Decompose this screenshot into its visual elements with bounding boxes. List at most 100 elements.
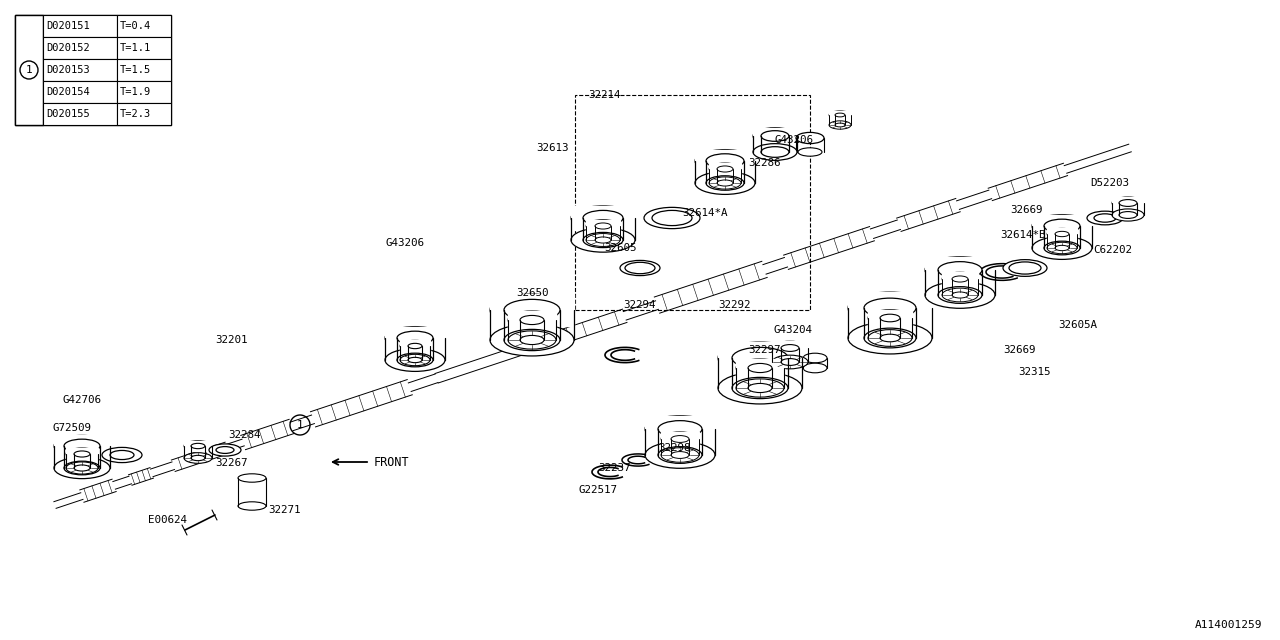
Ellipse shape: [753, 143, 797, 161]
Polygon shape: [736, 359, 785, 377]
Text: T=1.1: T=1.1: [120, 43, 151, 53]
Text: 32650: 32650: [516, 288, 549, 298]
Ellipse shape: [736, 379, 785, 397]
Polygon shape: [660, 432, 699, 446]
Ellipse shape: [216, 447, 234, 453]
Text: D020153: D020153: [46, 65, 90, 75]
Polygon shape: [849, 292, 932, 324]
Ellipse shape: [748, 383, 772, 392]
Polygon shape: [54, 435, 110, 457]
Text: 32614*A: 32614*A: [682, 208, 727, 218]
Polygon shape: [925, 257, 995, 284]
Polygon shape: [988, 163, 1068, 200]
Polygon shape: [870, 220, 900, 239]
Ellipse shape: [925, 257, 995, 284]
Ellipse shape: [849, 322, 932, 354]
Ellipse shape: [1044, 241, 1080, 255]
Text: C62202: C62202: [1093, 245, 1132, 255]
Polygon shape: [67, 448, 99, 460]
Text: 32292: 32292: [718, 300, 750, 310]
Bar: [575, 95, 810, 310]
Ellipse shape: [732, 378, 788, 399]
Text: 32214: 32214: [588, 90, 621, 100]
Ellipse shape: [732, 348, 788, 369]
Ellipse shape: [504, 330, 561, 351]
Polygon shape: [753, 127, 797, 145]
Ellipse shape: [717, 166, 733, 172]
Bar: [44, 103, 116, 125]
Polygon shape: [695, 150, 755, 172]
Ellipse shape: [520, 335, 544, 344]
Ellipse shape: [864, 328, 916, 348]
Ellipse shape: [645, 416, 716, 442]
Polygon shape: [311, 380, 412, 427]
Polygon shape: [645, 416, 716, 442]
Text: 32605: 32605: [604, 243, 636, 253]
Polygon shape: [709, 163, 741, 175]
Text: T=1.5: T=1.5: [120, 65, 151, 75]
Ellipse shape: [401, 355, 430, 365]
Ellipse shape: [595, 237, 611, 243]
Ellipse shape: [1047, 228, 1076, 240]
Ellipse shape: [952, 276, 968, 282]
Text: 32605A: 32605A: [1059, 320, 1097, 330]
Bar: [44, 81, 116, 103]
Ellipse shape: [718, 372, 803, 404]
Ellipse shape: [184, 441, 212, 451]
Ellipse shape: [238, 474, 266, 482]
Ellipse shape: [191, 455, 205, 461]
Ellipse shape: [835, 123, 845, 127]
Ellipse shape: [695, 150, 755, 172]
Bar: [116, 37, 172, 59]
Ellipse shape: [1119, 200, 1137, 207]
Ellipse shape: [67, 448, 99, 460]
Ellipse shape: [753, 127, 797, 145]
Ellipse shape: [385, 349, 445, 371]
Ellipse shape: [671, 452, 689, 458]
Polygon shape: [718, 342, 803, 374]
Polygon shape: [151, 462, 174, 477]
Polygon shape: [291, 415, 315, 431]
Ellipse shape: [238, 502, 266, 510]
Ellipse shape: [67, 462, 99, 474]
Ellipse shape: [64, 461, 100, 475]
Text: G22517: G22517: [579, 485, 617, 495]
Ellipse shape: [717, 180, 733, 186]
Ellipse shape: [1112, 209, 1144, 221]
Polygon shape: [172, 442, 229, 472]
Polygon shape: [435, 332, 562, 383]
Polygon shape: [113, 476, 132, 489]
Ellipse shape: [881, 314, 900, 322]
Bar: [44, 15, 116, 37]
Bar: [116, 103, 172, 125]
Ellipse shape: [803, 353, 827, 363]
Polygon shape: [128, 468, 154, 485]
Ellipse shape: [938, 262, 982, 278]
Ellipse shape: [652, 211, 692, 226]
Ellipse shape: [408, 343, 422, 349]
Text: 32267: 32267: [215, 458, 247, 468]
Ellipse shape: [803, 364, 827, 372]
Ellipse shape: [797, 148, 822, 156]
Polygon shape: [401, 340, 430, 352]
Polygon shape: [558, 309, 627, 344]
Ellipse shape: [645, 442, 716, 468]
Text: 32614*B: 32614*B: [1000, 230, 1046, 240]
Ellipse shape: [490, 294, 573, 326]
Ellipse shape: [762, 131, 788, 141]
Polygon shape: [1047, 228, 1076, 240]
Polygon shape: [508, 311, 556, 329]
Text: 32237: 32237: [598, 463, 631, 473]
Text: T=0.4: T=0.4: [120, 21, 151, 31]
Ellipse shape: [644, 207, 700, 228]
Ellipse shape: [54, 458, 110, 479]
Ellipse shape: [707, 154, 744, 168]
Ellipse shape: [709, 163, 741, 175]
Bar: [15, 15, 172, 125]
Polygon shape: [829, 111, 851, 119]
Ellipse shape: [718, 342, 803, 374]
Polygon shape: [79, 479, 116, 502]
Ellipse shape: [658, 420, 701, 437]
Ellipse shape: [397, 331, 433, 345]
Text: D020155: D020155: [46, 109, 90, 119]
